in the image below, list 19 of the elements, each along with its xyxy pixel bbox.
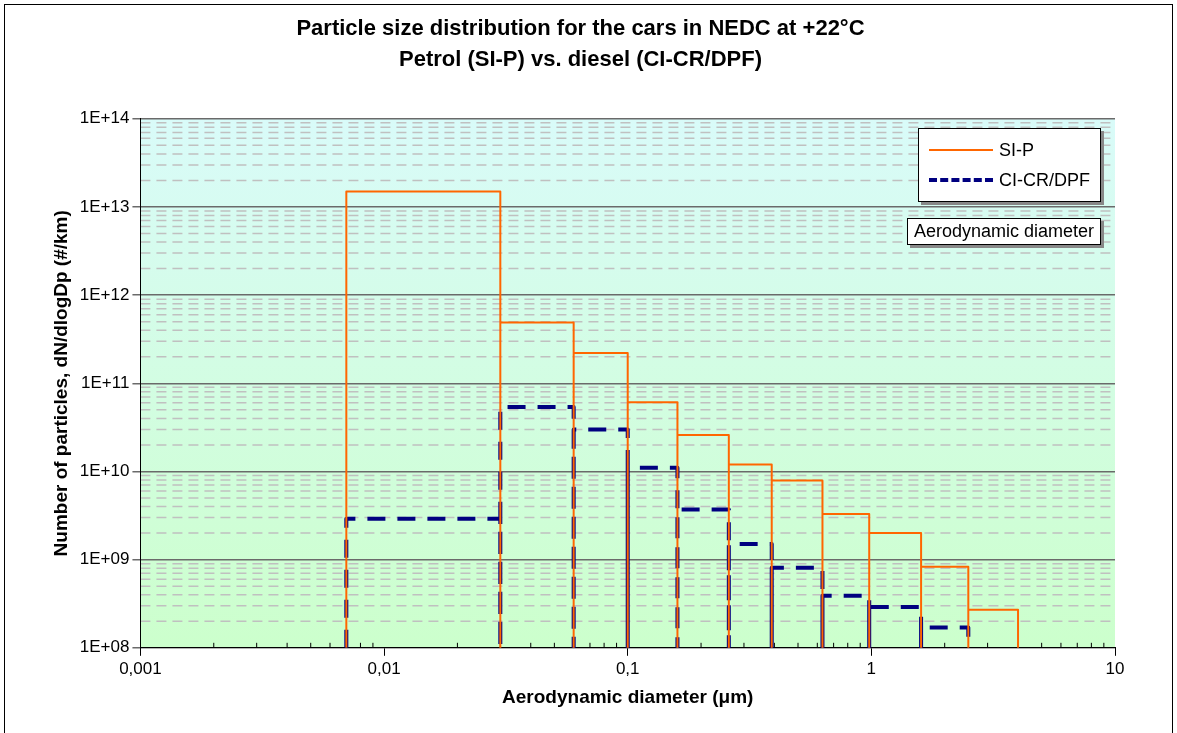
x-axis-title: Aerodynamic diameter (μm) xyxy=(502,685,754,707)
y-tick-label: 1E+09 xyxy=(79,549,130,569)
y-tick-label: 1E+10 xyxy=(79,461,130,481)
x-tick-label: 0,01 xyxy=(367,658,401,678)
legend-label: SI-P xyxy=(999,139,1035,161)
y-tick-label: 1E+08 xyxy=(79,637,130,657)
x-tick-label: 1 xyxy=(866,658,877,678)
annotation: Aerodynamic diameter xyxy=(906,218,1101,245)
y-tick-label: 1E+12 xyxy=(79,284,130,304)
legend-label: CI-CR/DPF xyxy=(999,169,1090,191)
y-tick-label: 1E+13 xyxy=(79,196,130,216)
x-tick-label: 10 xyxy=(1105,658,1125,678)
y-tick-label: 1E+11 xyxy=(81,372,130,392)
chart-title: Particle size distribution for the cars in NEDC at +22°C xyxy=(296,15,865,41)
x-tick-label: 0,1 xyxy=(615,658,640,678)
x-tick-label: 0,001 xyxy=(119,658,162,678)
chart-subtitle: Petrol (SI-P) vs. diesel (CI-CR/DPF) xyxy=(398,45,763,71)
y-axis-title: Number of particles, dN/dlogDp (#/km) xyxy=(49,210,71,557)
y-tick-label: 1E+14 xyxy=(79,108,130,128)
